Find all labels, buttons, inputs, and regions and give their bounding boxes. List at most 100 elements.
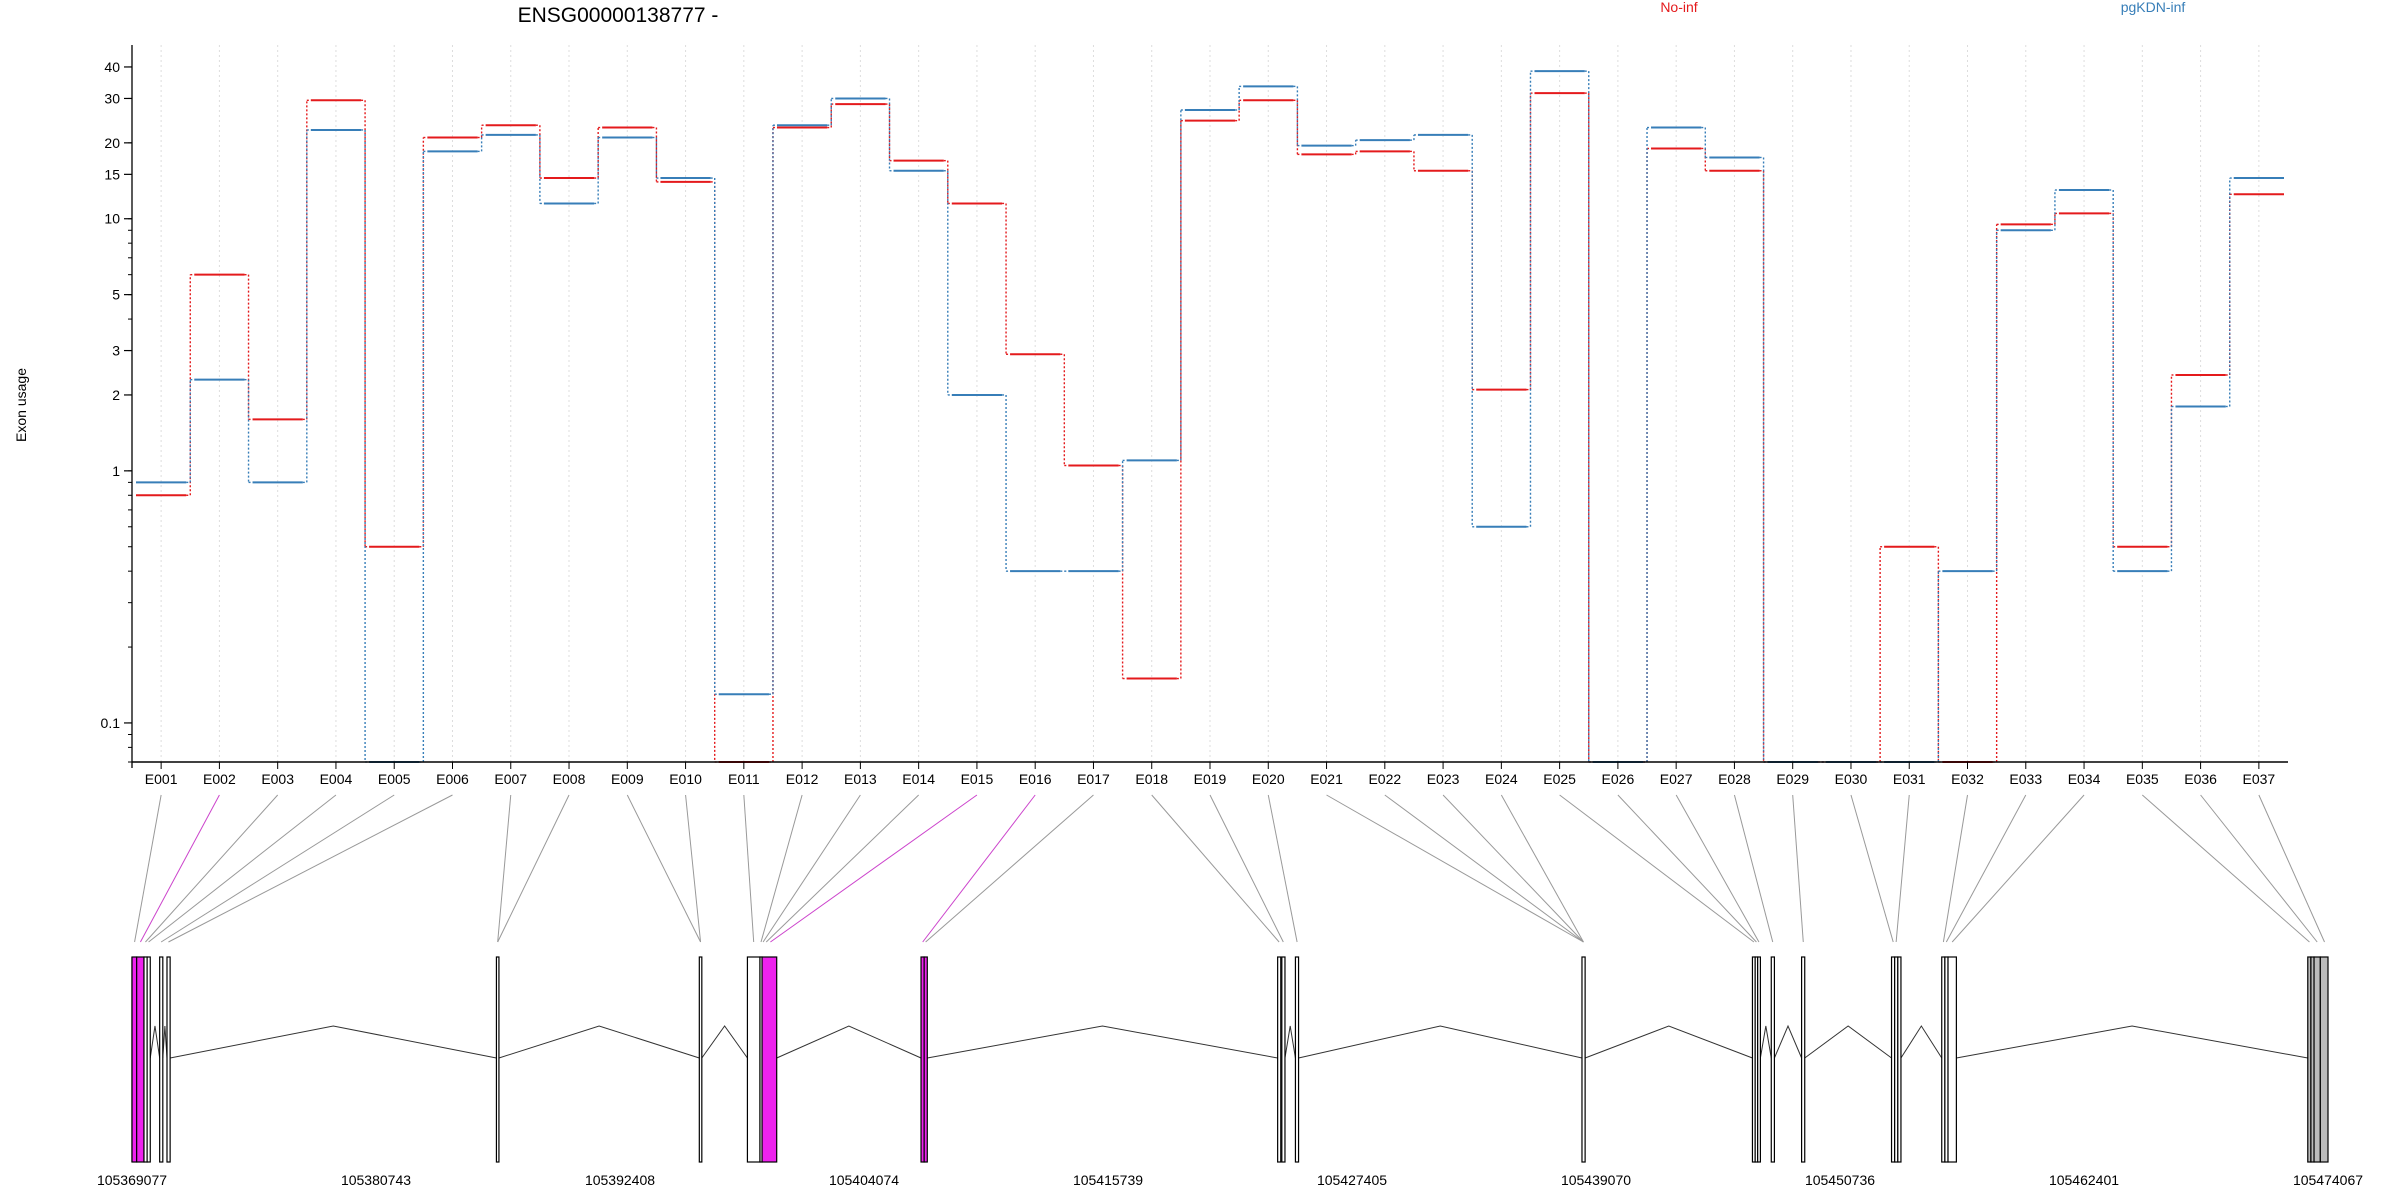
- exon-box: [131, 956, 138, 1163]
- connector-e031: [1895, 794, 1910, 943]
- x-tick-label-e007: E007: [494, 771, 527, 787]
- connector-e037: [2258, 794, 2325, 943]
- x-tick-label-e012: E012: [786, 771, 819, 787]
- x-tick-label-e030: E030: [1835, 771, 1868, 787]
- y-axis-label: Exon usage: [13, 368, 29, 442]
- legend: No-inf pgKDN-inf: [1660, 0, 2185, 15]
- exon-box: [923, 956, 928, 1163]
- gene-model: [131, 956, 2329, 1163]
- intron-line: [1584, 1025, 1753, 1059]
- intron-line: [776, 1025, 922, 1059]
- x-tick-label-e034: E034: [2068, 771, 2101, 787]
- connector-e021: [1326, 794, 1584, 943]
- coordinate-tick-label: 105392408: [585, 1172, 655, 1188]
- intron-line: [1759, 1025, 1772, 1059]
- legend-item-pgkdn-inf: pgKDN-inf: [2121, 0, 2186, 15]
- connector-e007: [497, 794, 512, 943]
- connector-e025: [1559, 794, 1755, 943]
- connector-e003: [145, 794, 279, 943]
- exon-box: [698, 956, 703, 1163]
- connector-e028: [1733, 794, 1774, 943]
- x-tick-label-e015: E015: [961, 771, 994, 787]
- exon-box: [2313, 956, 2321, 1163]
- connector-e011: [743, 794, 755, 943]
- y-tick-label: 20: [104, 135, 120, 151]
- exon-box: [1277, 956, 1282, 1163]
- exon-connector-lines: [134, 794, 2325, 943]
- legend-item-no-inf: No-inf: [1660, 0, 1697, 15]
- coordinate-tick-label: 105404074: [829, 1172, 899, 1188]
- connector-e024: [1500, 794, 1584, 943]
- x-tick-label-e023: E023: [1427, 771, 1460, 787]
- y-tick-label: 1: [112, 463, 120, 479]
- x-tick-label-e018: E018: [1135, 771, 1168, 787]
- x-axis: E001 E002 E003 E004 E005 E006 E007 E008 E009 E010…: [132, 761, 2288, 787]
- connector-e032: [1942, 794, 1969, 943]
- exon-box: [146, 956, 151, 1163]
- x-tick-label-e019: E019: [1194, 771, 1227, 787]
- x-tick-label-e021: E021: [1310, 771, 1343, 787]
- intron-line: [170, 1025, 497, 1059]
- x-tick-label-e025: E025: [1543, 771, 1576, 787]
- connector-e034: [1951, 794, 2085, 943]
- exon-box: [1294, 956, 1300, 1163]
- intron-line: [162, 1025, 168, 1059]
- x-tick-label-e002: E002: [203, 771, 236, 787]
- x-tick-label-e008: E008: [553, 771, 586, 787]
- connector-e026: [1617, 794, 1757, 943]
- x-tick-label-e009: E009: [611, 771, 644, 787]
- y-tick-label: 0.1: [101, 715, 121, 731]
- genomic-coordinate-axis: 105369077 105380743 105392408 105404074 1054…: [97, 1172, 2363, 1188]
- coordinate-tick-label: 105427405: [1317, 1172, 1387, 1188]
- connector-e027: [1675, 794, 1760, 943]
- x-tick-label-e013: E013: [844, 771, 877, 787]
- x-tick-label-e028: E028: [1718, 771, 1751, 787]
- x-tick-label-e017: E017: [1077, 771, 1110, 787]
- connector-e001: [134, 794, 162, 943]
- exon-box: [746, 956, 761, 1163]
- chart-title: ENSG00000138777 -: [518, 4, 719, 27]
- coordinate-tick-label: 105450736: [1805, 1172, 1875, 1188]
- x-tick-label-e029: E029: [1776, 771, 1809, 787]
- x-tick-label-e020: E020: [1252, 771, 1285, 787]
- coordinate-tick-label: 105462401: [2049, 1172, 2119, 1188]
- y-tick-label: 30: [104, 90, 120, 106]
- connector-e019: [1209, 794, 1284, 943]
- exon-box: [1770, 956, 1776, 1163]
- x-tick-label-e036: E036: [2184, 771, 2217, 787]
- intron-line: [1804, 1025, 1892, 1059]
- y-tick-label: 10: [104, 211, 120, 227]
- connector-e020: [1267, 794, 1298, 943]
- connector-e029: [1792, 794, 1804, 943]
- exon-box: [1897, 956, 1902, 1163]
- x-tick-label-e026: E026: [1602, 771, 1635, 787]
- connector-e036: [2200, 794, 2318, 943]
- exon-box: [166, 956, 171, 1163]
- exon-box: [1947, 956, 1957, 1163]
- exon-box: [1801, 956, 1806, 1163]
- coordinate-tick-label: 105474067: [2293, 1172, 2363, 1188]
- intron-line: [498, 1025, 700, 1059]
- intron-line: [1900, 1025, 1943, 1059]
- x-tick-label-e035: E035: [2126, 771, 2159, 787]
- intron-line: [149, 1025, 161, 1059]
- x-tick-label-e032: E032: [1951, 771, 1984, 787]
- x-tick-label-e033: E033: [2009, 771, 2042, 787]
- x-tick-label-e010: E010: [669, 771, 702, 787]
- connector-e006: [168, 794, 453, 943]
- connector-e018: [1151, 794, 1280, 943]
- series-lines: [136, 70, 2284, 763]
- coordinate-tick-label: 105369077: [97, 1172, 167, 1188]
- connector-e005: [160, 794, 395, 943]
- intron-line: [1284, 1025, 1296, 1059]
- intron-line: [701, 1025, 748, 1059]
- x-tick-label-e001: E001: [145, 771, 178, 787]
- x-tick-label-e024: E024: [1485, 771, 1518, 787]
- y-axis: 0.1 1 2 3 5 10 15 20 30 40: [101, 45, 133, 768]
- connector-e014: [765, 794, 919, 943]
- y-tick-label: 15: [104, 166, 120, 182]
- x-tick-label-e006: E006: [436, 771, 469, 787]
- exon-box: [1281, 956, 1286, 1163]
